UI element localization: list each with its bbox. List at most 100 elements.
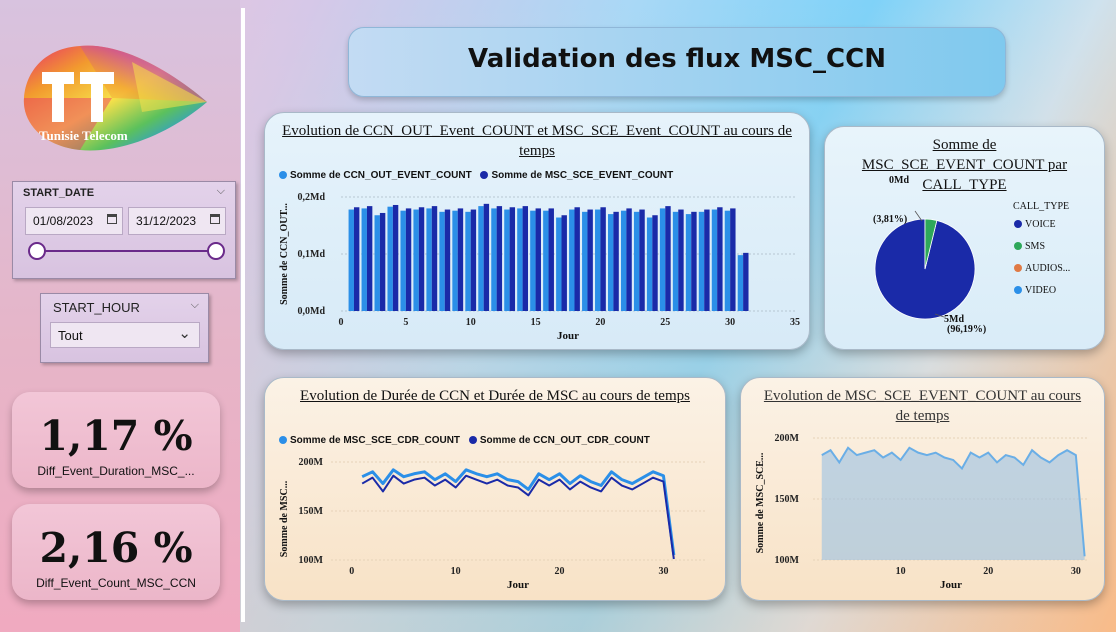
bar: [465, 211, 471, 311]
x-tick-label: 30: [1071, 566, 1081, 577]
label-leader: [914, 210, 923, 222]
line-chart[interactable]: 100M 150M 200M 0 10 20 30 Jour Somme de MSC...: [265, 378, 725, 600]
start-hour-dropdown[interactable]: Tout ⌄: [50, 322, 200, 348]
chevron-down-icon[interactable]: ⌵: [216, 184, 225, 197]
start-date-from-input[interactable]: 01/08/2023: [25, 207, 123, 235]
bar: [678, 209, 684, 311]
legend-label: Somme de MSC_SCE_CDR_COUNT: [290, 435, 461, 446]
area-chart[interactable]: 100M 150M 200M 10 20 30 Jour Somme de MSC_SCE..…: [741, 378, 1104, 600]
bar: [353, 207, 360, 311]
y-axis-title: Somme de MSC_SCE...: [755, 452, 766, 553]
tunisie-telecom-logo: Tunisie Telecom: [22, 42, 212, 154]
legend-label: VIDEO: [1025, 285, 1056, 296]
chart-card-call-type[interactable]: Somme de MSC_SCE_EVENT_COUNT par CALL_TY…: [824, 126, 1105, 350]
bar: [400, 210, 406, 311]
series-line: [361, 474, 675, 560]
legend-label: VOICE: [1025, 219, 1056, 230]
data-label-pct: (96,19%): [947, 324, 986, 335]
start-date-from-value: 01/08/2023: [33, 214, 94, 228]
bar: [665, 206, 671, 311]
date-range-slider-track[interactable]: [36, 250, 216, 252]
y-tick-label: 150M: [775, 494, 800, 505]
chart-title: Evolution de Durée de CCN et Durée de MS…: [300, 388, 690, 404]
y-tick-label: 200M: [299, 457, 324, 468]
bar: [392, 204, 399, 311]
chart-card-duration[interactable]: Evolution de Durée de CCN et Durée de MS…: [264, 377, 726, 601]
y-axis-title: Somme de MSC...: [279, 480, 290, 557]
bar: [639, 209, 645, 311]
bar: [561, 215, 567, 311]
legend-dot: [279, 171, 287, 179]
start-date-to-value: 31/12/2023: [136, 214, 197, 228]
start-hour-slicer[interactable]: START_HOUR ⌵ Tout ⌄: [40, 293, 209, 363]
bar: [543, 210, 549, 311]
calendar-icon[interactable]: [210, 214, 220, 224]
y-tick-label: 0,0Md: [298, 306, 326, 317]
chart-title: Somme de MSC_SCE_EVENT_COUNT par CALL_TY…: [861, 137, 1068, 193]
bar: [711, 209, 718, 311]
kpi-card-count: 2,16 % Diff_Event_Count_MSC_CCN: [12, 504, 220, 600]
kpi-card-duration: 1,17 % Diff_Event_Duration_MSC_...: [12, 392, 220, 488]
chart-card-msc-event[interactable]: Evolution de MSC_SCE_EVENT_COUNT au cour…: [740, 377, 1105, 601]
chevron-down-icon[interactable]: ⌄: [178, 325, 191, 342]
legend-dot: [480, 171, 489, 179]
start-date-slicer[interactable]: START_DATE ⌵ 01/08/2023 31/12/2023: [12, 181, 236, 279]
legend-item[interactable]: Somme de CCN_OUT_EVENT_COUNT: [279, 170, 472, 181]
chevron-down-icon[interactable]: ⌵: [190, 298, 199, 311]
data-label-pct: (3,81%): [873, 214, 907, 225]
bar: [633, 211, 640, 311]
legend-item[interactable]: Somme de CCN_OUT_CDR_COUNT: [468, 435, 650, 446]
bar: [361, 208, 367, 311]
bar: [478, 206, 484, 311]
legend-dot: [1014, 286, 1022, 294]
bar: [496, 206, 503, 311]
kpi-value: 2,16 %: [39, 524, 193, 572]
bar: [418, 207, 425, 311]
bar: [587, 209, 593, 311]
bar: [685, 214, 692, 311]
bar: [374, 215, 380, 311]
bar-chart[interactable]: 0,0Md 0,1Md 0,2Md 0 5 10 15 20 25 30 35 Jour Somme d…: [265, 113, 809, 349]
bar: [387, 206, 393, 311]
date-range-slider-end-handle[interactable]: [207, 242, 225, 260]
dashboard-title-card: Validation des flux MSC_CCN: [348, 27, 1006, 97]
x-tick-label: 0: [349, 566, 354, 577]
x-axis-title: Jour: [507, 579, 529, 591]
bar: [582, 211, 588, 311]
bar: [522, 206, 529, 311]
legend-dot: [1014, 264, 1022, 272]
bar: [620, 210, 627, 311]
bar: [646, 217, 653, 311]
calendar-icon[interactable]: [107, 214, 117, 224]
bar: [704, 209, 710, 311]
bar: [730, 208, 736, 311]
bar: [574, 207, 580, 311]
legend-item[interactable]: Somme de MSC_SCE_EVENT_COUNT: [480, 170, 673, 181]
chart-card-event-count[interactable]: Evolution de CCN_OUT_Event_COUNT et MSC_…: [264, 112, 810, 350]
bar: [652, 215, 658, 311]
bar: [691, 211, 697, 311]
legend-item[interactable]: Somme de MSC_SCE_CDR_COUNT: [279, 435, 460, 446]
bar: [517, 208, 523, 311]
bar: [698, 211, 705, 311]
start-hour-label: START_HOUR: [53, 300, 140, 315]
x-tick-label: 30: [658, 566, 668, 577]
legend-dot: [279, 436, 287, 444]
series-line: [821, 446, 1086, 557]
pie-slice: [924, 218, 938, 270]
bar: [348, 209, 354, 311]
pie-chart[interactable]: 5Md(96,19%) 0Md (3,81%) CALL_TYPE VOICE SMS AU…: [825, 127, 1104, 349]
x-tick-label: 10: [451, 566, 461, 577]
x-tick-label: 5: [403, 317, 408, 328]
start-date-to-input[interactable]: 31/12/2023: [128, 207, 226, 235]
bar: [509, 207, 516, 311]
y-axis-title: Somme de CCN_OUT...: [279, 203, 290, 305]
dashboard-title: Validation des flux MSC_CCN: [468, 44, 886, 74]
bar: [470, 209, 477, 311]
legend-dot: [468, 436, 477, 444]
bar: [600, 207, 606, 311]
panel-divider: [241, 8, 245, 622]
bar: [413, 209, 419, 311]
bar: [457, 208, 464, 311]
date-range-slider-start-handle[interactable]: [28, 242, 46, 260]
